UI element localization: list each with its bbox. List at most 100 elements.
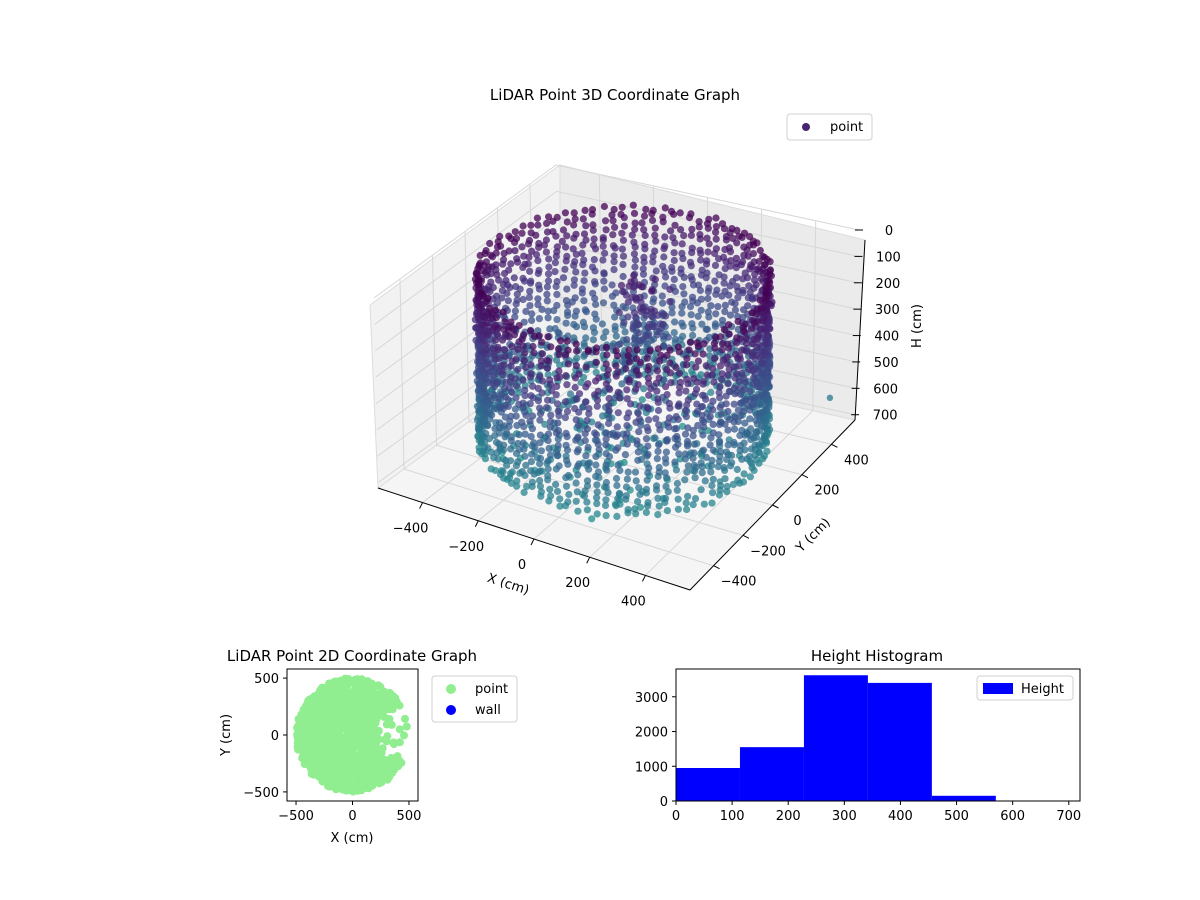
data-point-3d bbox=[716, 382, 724, 391]
data-point-3d bbox=[536, 482, 545, 490]
data-point-3d bbox=[520, 445, 528, 453]
data-point-3d bbox=[594, 387, 602, 395]
data-point-3d bbox=[617, 210, 625, 218]
x-axis-label-2d: X (cm) bbox=[331, 831, 374, 846]
data-point-3d bbox=[671, 221, 679, 229]
y-tick-label-3d: −200 bbox=[750, 544, 786, 559]
data-point-3d bbox=[573, 395, 581, 403]
data-point-3d bbox=[492, 306, 500, 314]
data-point-3d bbox=[572, 323, 581, 331]
data-point-3d bbox=[756, 246, 764, 255]
data-point-3d bbox=[563, 232, 571, 240]
data-point-3d bbox=[507, 362, 515, 370]
data-point-3d bbox=[631, 219, 639, 227]
data-point-3d bbox=[633, 440, 641, 448]
data-point-3d bbox=[720, 464, 728, 472]
data-point-3d bbox=[702, 362, 710, 370]
data-point-3d bbox=[504, 396, 512, 404]
data-point-3d bbox=[721, 308, 729, 316]
points-2d bbox=[293, 674, 411, 796]
data-point-2d bbox=[317, 744, 326, 753]
grid-line-z bbox=[374, 190, 859, 325]
data-point-3d bbox=[602, 441, 610, 449]
data-point-2d bbox=[367, 723, 375, 732]
data-point-3d bbox=[578, 285, 587, 293]
data-point-3d bbox=[763, 368, 772, 376]
data-point-3d bbox=[629, 201, 637, 209]
data-point-3d bbox=[624, 352, 632, 360]
data-point-2d bbox=[336, 783, 345, 792]
data-point-3d bbox=[693, 385, 701, 393]
data-point-3d bbox=[538, 305, 546, 313]
data-point-3d bbox=[743, 274, 752, 282]
data-point-3d bbox=[554, 419, 562, 427]
data-point-3d bbox=[512, 355, 520, 363]
data-point-3d bbox=[581, 269, 589, 277]
histogram-bar bbox=[739, 747, 804, 801]
data-point-3d bbox=[499, 280, 507, 288]
data-point-3d bbox=[651, 231, 659, 239]
data-point-3d bbox=[574, 433, 582, 441]
z-tick-label-3d: 100 bbox=[876, 250, 901, 265]
data-point-3d bbox=[700, 377, 708, 385]
data-point-3d bbox=[687, 262, 695, 270]
y-tick-label-2d: 500 bbox=[254, 672, 279, 687]
data-point-3d bbox=[636, 304, 645, 312]
data-point-3d bbox=[651, 434, 659, 442]
data-point-3d bbox=[630, 309, 639, 317]
data-point-3d bbox=[519, 399, 527, 407]
data-point-3d bbox=[498, 336, 507, 344]
data-point-3d bbox=[656, 357, 664, 365]
data-point-3d bbox=[630, 209, 639, 217]
data-point-3d bbox=[578, 249, 586, 257]
data-point-2d bbox=[312, 717, 320, 726]
data-point-3d bbox=[526, 400, 534, 408]
data-point-3d bbox=[663, 351, 671, 359]
grid-line-z bbox=[373, 164, 860, 299]
data-point-3d bbox=[641, 231, 649, 240]
data-point-3d bbox=[476, 251, 484, 260]
data-point-3d bbox=[652, 267, 660, 275]
data-point-3d bbox=[731, 374, 739, 382]
data-point-3d bbox=[564, 360, 572, 368]
data-point-3d bbox=[725, 344, 733, 352]
data-point-3d bbox=[591, 310, 599, 318]
data-point-3d bbox=[638, 219, 646, 227]
histogram-y-tick-label: 0 bbox=[660, 795, 668, 810]
data-point-3d bbox=[494, 455, 502, 463]
legend-histogram: Height bbox=[976, 675, 1074, 701]
data-point-3d bbox=[617, 281, 626, 289]
data-point-3d bbox=[506, 457, 515, 465]
data-point-3d bbox=[666, 359, 674, 367]
data-point-3d bbox=[572, 340, 580, 348]
data-point-3d bbox=[627, 278, 635, 286]
data-point-3d bbox=[736, 442, 744, 450]
data-point-3d bbox=[752, 410, 761, 419]
legend-2d-point-label: point bbox=[475, 682, 508, 697]
data-point-3d bbox=[557, 337, 565, 345]
data-point-3d bbox=[508, 342, 516, 350]
data-point-3d bbox=[605, 407, 613, 415]
data-point-3d bbox=[527, 327, 535, 335]
data-point-3d bbox=[697, 249, 705, 258]
data-point-3d bbox=[564, 460, 572, 468]
histogram-x-tick-label: 400 bbox=[888, 809, 913, 824]
x-tick-3d bbox=[419, 502, 424, 509]
data-point-3d bbox=[594, 468, 603, 476]
data-point-2d bbox=[363, 685, 372, 693]
data-point-2d bbox=[360, 705, 369, 714]
x-tick-3d bbox=[641, 575, 646, 582]
data-point-2d bbox=[354, 711, 363, 720]
data-point-3d bbox=[512, 283, 520, 291]
data-point-3d bbox=[639, 265, 647, 273]
data-point-3d bbox=[595, 446, 603, 454]
data-point-3d bbox=[604, 489, 612, 497]
data-point-3d bbox=[676, 209, 684, 217]
data-point-3d bbox=[553, 277, 561, 286]
data-point-3d bbox=[562, 243, 570, 251]
data-point-3d bbox=[600, 277, 608, 285]
data-point-3d bbox=[570, 334, 578, 342]
data-point-3d bbox=[644, 450, 652, 458]
data-point-3d bbox=[702, 274, 710, 282]
data-point-3d bbox=[643, 307, 651, 315]
